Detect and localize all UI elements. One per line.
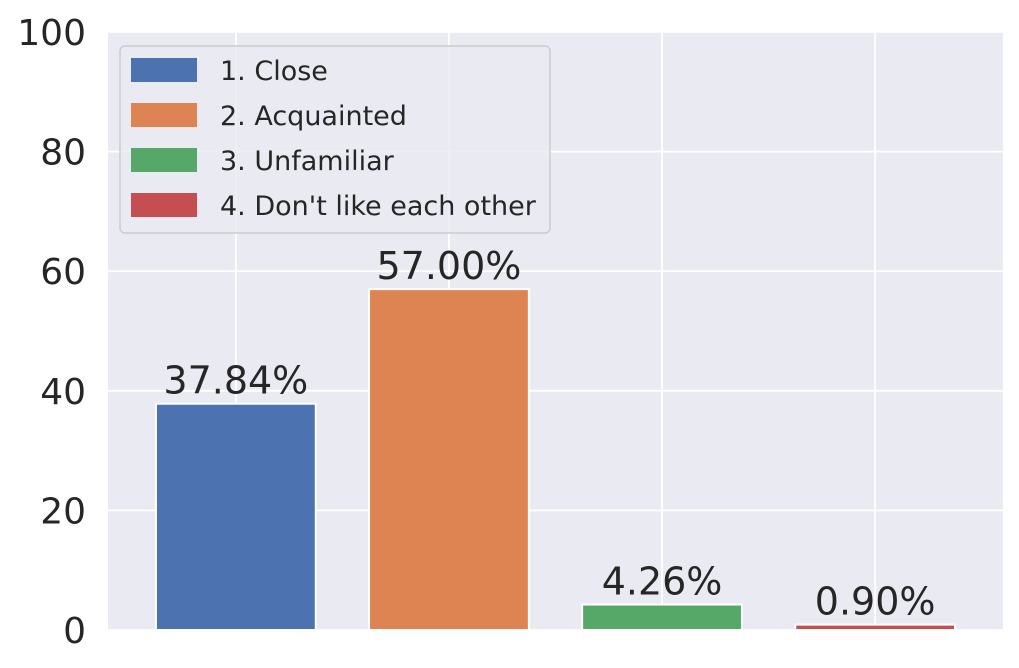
bar-value-label: 57.00% bbox=[376, 244, 521, 288]
legend-swatch bbox=[131, 103, 197, 127]
bar-value-label: 0.90% bbox=[815, 580, 936, 624]
legend-swatch bbox=[131, 148, 197, 172]
y-tick-label: 80 bbox=[40, 133, 86, 174]
legend-label: 4. Don't like each other bbox=[220, 191, 537, 222]
bar-3 bbox=[581, 603, 743, 632]
y-tick-label: 20 bbox=[40, 491, 86, 532]
legend: 1. Close 2. Acquainted 3. Unfamiliar 4. Don… bbox=[119, 45, 551, 234]
legend-label: 2. Acquainted bbox=[220, 101, 407, 132]
y-tick-label: 100 bbox=[17, 13, 86, 54]
bar-value-labels: 37.84% 57.00% 4.26% 0.90% bbox=[163, 244, 935, 623]
legend-swatch bbox=[131, 193, 197, 217]
bar-1 bbox=[154, 402, 317, 631]
y-axis-tick-labels: 0 20 40 60 80 100 bbox=[17, 13, 86, 652]
legend-label: 1. Close bbox=[220, 56, 328, 87]
legend-swatch bbox=[131, 58, 197, 82]
bar-4 bbox=[794, 623, 957, 631]
y-tick-label: 40 bbox=[40, 372, 86, 413]
legend-box bbox=[119, 45, 551, 234]
bars bbox=[154, 288, 957, 632]
legend-label: 3. Unfamiliar bbox=[220, 146, 395, 177]
y-tick-label: 0 bbox=[63, 611, 86, 652]
bar-value-label: 4.26% bbox=[602, 560, 723, 604]
y-tick-label: 60 bbox=[40, 252, 86, 293]
bar-2 bbox=[368, 288, 530, 631]
bar-value-label: 37.84% bbox=[163, 359, 308, 403]
